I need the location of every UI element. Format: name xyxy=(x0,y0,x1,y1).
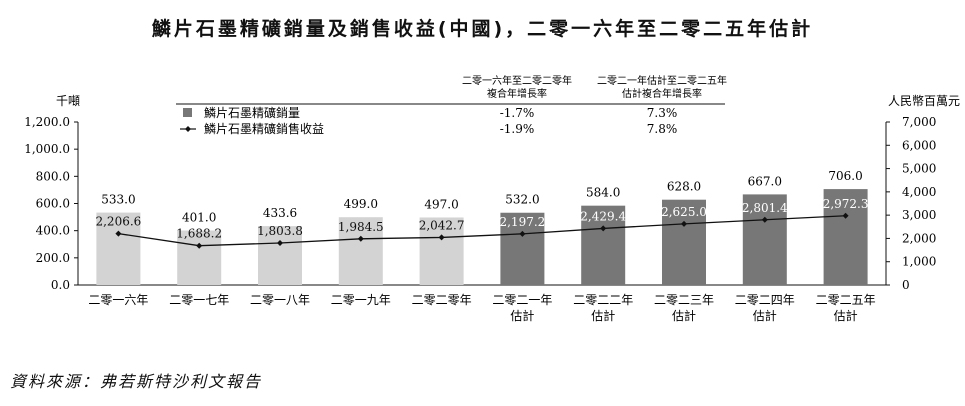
bar-7 xyxy=(581,205,626,285)
legend-cagr-fc: 7.3% xyxy=(647,106,678,120)
right-axis-unit: 人民幣百萬元 xyxy=(888,94,960,108)
revenue-point-5 xyxy=(438,234,445,241)
x-tick-label: 二零二一年 xyxy=(492,293,552,307)
gray-square-icon xyxy=(183,108,192,117)
line-value-label: 2,625.0 xyxy=(661,205,707,219)
bar-value-label: 533.0 xyxy=(101,193,135,207)
right-tick-label: 6,000 xyxy=(902,138,936,152)
line-value-label: 2,206.6 xyxy=(95,215,141,229)
x-tick-label: 估計 xyxy=(591,308,615,323)
line-value-label: 1,803.8 xyxy=(257,224,303,238)
right-tick-label: 2,000 xyxy=(902,231,936,245)
x-tick-label: 估計 xyxy=(834,308,858,323)
revenue-point-9 xyxy=(761,216,768,223)
revenue-point-6 xyxy=(519,230,526,237)
bar-value-label: 628.0 xyxy=(667,180,701,194)
legend-cagr-fc: 7.8% xyxy=(647,122,678,136)
legend-label: 鱗片石墨精礦銷售收益 xyxy=(204,121,324,136)
bar-10 xyxy=(823,189,868,285)
bar-value-label: 401.0 xyxy=(182,211,216,225)
bar-9 xyxy=(742,194,787,285)
revenue-point-1 xyxy=(115,230,122,237)
right-tick-label: 5,000 xyxy=(902,162,936,176)
revenue-point-10 xyxy=(842,212,849,219)
bar-3 xyxy=(258,226,302,285)
legend-cagr-hist: -1.7% xyxy=(500,106,535,120)
bar-value-label: 667.0 xyxy=(748,174,782,188)
bar-value-label: 584.0 xyxy=(586,186,620,200)
bar-value-label: 499.0 xyxy=(344,197,378,211)
left-tick-label: 600.0 xyxy=(36,197,70,211)
left-tick-label: 400.0 xyxy=(36,224,70,238)
bar-2 xyxy=(177,230,222,285)
cagr-fc-header-1: 二零二一年估計至二零二五年 xyxy=(597,74,727,87)
x-tick-label: 二零一六年 xyxy=(88,293,148,307)
legend-label: 鱗片石墨精礦銷量 xyxy=(204,105,300,120)
cagr-hist-header-2: 複合年增長率 xyxy=(487,87,547,100)
line-value-label: 2,429.4 xyxy=(580,209,626,223)
revenue-point-2 xyxy=(196,242,203,249)
line-value-label: 1,688.2 xyxy=(176,227,222,241)
revenue-line xyxy=(118,215,846,247)
right-tick-label: 1,000 xyxy=(902,255,936,269)
chart: 0.0 200.0 400.0 600.0 800.0 1,000.0 1,200.0 0 1,… xyxy=(24,74,960,323)
left-tick-label: 0.0 xyxy=(51,278,70,292)
legend-cagr-hist: -1.9% xyxy=(500,122,535,136)
source-note: 資料來源：弗若斯特沙利文報告 xyxy=(10,372,263,391)
left-tick-label: 200.0 xyxy=(36,251,70,265)
x-tick-label: 二零二四年 xyxy=(735,293,795,307)
left-tick-label: 800.0 xyxy=(36,169,70,183)
x-tick-label: 二零一八年 xyxy=(250,293,310,307)
bar-value-label: 706.0 xyxy=(828,169,862,183)
line-value-label: 2,801.4 xyxy=(742,201,788,215)
revenue-point-7 xyxy=(600,225,607,232)
bar-value-label: 532.0 xyxy=(505,193,539,207)
revenue-point-4 xyxy=(357,235,364,242)
cagr-fc-header-2: 估計複合年增長率 xyxy=(622,87,702,100)
x-tick-label: 二零一九年 xyxy=(331,293,391,307)
x-tick-label: 估計 xyxy=(753,308,777,323)
legend-diamond-marker xyxy=(185,126,191,132)
bar-value-label: 497.0 xyxy=(424,197,458,211)
bar-4 xyxy=(338,217,383,285)
bar-6 xyxy=(500,212,545,285)
left-axis-unit: 千噸 xyxy=(56,94,80,108)
chart-title: 鱗片石墨精礦銷量及銷售收益(中國)，二零一六年至二零二五年估計 xyxy=(151,18,814,40)
x-tick-label: 二零二零年 xyxy=(412,293,472,307)
revenue-point-8 xyxy=(681,220,687,227)
line-value-label: 1,984.5 xyxy=(338,220,384,234)
bar-5 xyxy=(419,217,464,285)
line-value-label: 2,197.2 xyxy=(499,215,545,229)
cagr-hist-header-1: 二零一六年至二零二零年 xyxy=(462,74,572,87)
right-tick-label: 0 xyxy=(902,278,910,292)
x-tick-label: 二零二二年 xyxy=(573,293,633,307)
x-tick-label: 二零一七年 xyxy=(169,293,229,307)
line-value-label: 2,972.3 xyxy=(823,197,869,211)
bar-value-label: 433.6 xyxy=(263,206,297,220)
x-tick-label: 二零二五年 xyxy=(816,293,876,307)
bar-1 xyxy=(96,212,141,285)
left-tick-label: 1,000.0 xyxy=(24,142,70,156)
x-tick-label: 估計 xyxy=(672,308,696,323)
right-tick-label: 4,000 xyxy=(902,185,936,199)
revenue-point-3 xyxy=(277,239,283,246)
right-tick-label: 3,000 xyxy=(902,208,936,222)
x-tick-label: 估計 xyxy=(510,308,534,323)
x-tick-label: 二零二三年 xyxy=(654,293,714,307)
bar-8 xyxy=(662,199,706,285)
left-tick-label: 1,200.0 xyxy=(24,115,70,129)
line-value-label: 2,042.7 xyxy=(419,218,465,232)
right-tick-label: 7,000 xyxy=(902,115,936,129)
